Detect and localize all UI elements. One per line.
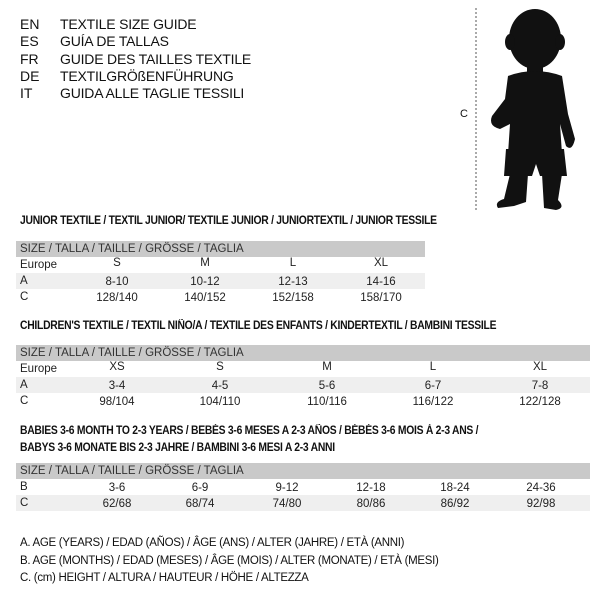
language-title: GUÍA DE TALLAS (60, 33, 169, 50)
table-cell: 12-18 (356, 482, 386, 494)
table-row: C 128/140 140/152 152/158 158/170 (16, 289, 425, 305)
table-row: Europe S M L XL (16, 257, 425, 273)
table-cell: 3-6 (108, 482, 126, 494)
row-label: C (20, 497, 29, 509)
legend-c: C. (cm) HEIGHT / ALTURA / HAUTEUR / HÖHE… (20, 572, 309, 584)
table-cell: 4-5 (211, 380, 229, 392)
table-cell: 110/116 (307, 396, 347, 408)
table-cell: S (216, 361, 224, 373)
babies-section-title-1: BABIES 3-6 MONTH TO 2-3 YEARS / BEBÉS 3-… (20, 425, 479, 437)
table-row: B 3-6 6-9 9-12 12-18 18-24 24-36 (16, 479, 590, 495)
table-cell: 74/80 (272, 498, 302, 510)
table-cell: XL (373, 257, 389, 269)
junior-size-header: SIZE / TALLA / TAILLE / GRÖSSE / TAGLIA (16, 241, 425, 257)
table-cell: 140/152 (184, 292, 226, 304)
junior-section-title: JUNIOR TEXTILE / TEXTIL JUNIOR/ TEXTILE … (20, 215, 437, 227)
table-cell: 8-10 (105, 276, 129, 288)
table-cell: 104/110 (199, 396, 241, 408)
table-cell: 80/86 (356, 498, 386, 510)
baby-silhouette-icon (475, 8, 575, 210)
table-cell: 14-16 (366, 276, 396, 288)
table-cell: 68/74 (185, 498, 215, 510)
table-cell: L (289, 257, 297, 269)
table-cell: 158/170 (360, 292, 402, 304)
table-cell: XL (532, 361, 548, 373)
table-cell: M (200, 257, 210, 269)
row-label: Europe (20, 259, 58, 271)
table-cell: 122/128 (519, 396, 561, 408)
language-code: ES (20, 33, 39, 50)
babies-size-header: SIZE / TALLA / TAILLE / GRÖSSE / TAGLIA (16, 463, 590, 479)
language-title: GUIDA ALLE TAGLIE TESSILI (60, 85, 245, 102)
table-cell: 9-12 (275, 482, 299, 494)
children-section-title: CHILDREN'S TEXTILE / TEXTIL NIÑO/A / TEX… (20, 320, 497, 332)
row-label: B (20, 481, 28, 493)
language-code: DE (20, 67, 40, 84)
children-size-header: SIZE / TALLA / TAILLE / GRÖSSE / TAGLIA (16, 345, 590, 361)
row-label: A (20, 379, 28, 391)
row-label: C (20, 395, 29, 407)
table-cell: 12-13 (278, 276, 308, 288)
table-cell: 92/98 (526, 498, 556, 510)
table-cell: XS (109, 361, 125, 373)
table-cell: L (429, 361, 437, 373)
language-title: TEXTILE SIZE GUIDE (60, 16, 197, 32)
table-cell: 18-24 (440, 482, 470, 494)
table-cell: 152/158 (272, 292, 314, 304)
row-label: Europe (20, 363, 58, 375)
table-cell: M (322, 361, 332, 373)
table-cell: 6-7 (424, 380, 442, 392)
table-cell: 3-4 (108, 380, 126, 392)
babies-section-title-2: BABYS 3-6 MONATE BIS 2-3 JAHRE / BAMBINI… (20, 442, 335, 454)
table-cell: S (113, 257, 121, 269)
legend-b: B. AGE (MONTHS) / EDAD (MESES) / ÂGE (MO… (20, 555, 439, 567)
legend-a: A. AGE (YEARS) / EDAD (AÑOS) / ÂGE (ANS)… (20, 537, 405, 549)
table-cell: 98/104 (99, 396, 135, 408)
row-label: C (20, 291, 29, 303)
language-code: IT (20, 85, 33, 102)
table-row: Europe XS S M L XL (16, 361, 590, 377)
language-title: TEXTILGRÖßENFÜHRUNG (60, 67, 234, 84)
table-row: C 62/68 68/74 74/80 80/86 86/92 92/98 (16, 495, 590, 511)
table-cell: 62/68 (102, 498, 132, 510)
table-cell: 7-8 (531, 380, 549, 392)
table-cell: 10-12 (190, 276, 220, 288)
figure-height-label: C (460, 108, 468, 120)
table-cell: 6-9 (191, 482, 209, 494)
language-code: EN (20, 16, 40, 32)
table-cell: 5-6 (318, 380, 336, 392)
table-cell: 86/92 (440, 498, 470, 510)
table-cell: 128/140 (96, 292, 138, 304)
table-row: C 98/104 104/110 110/116 116/122 122/128 (16, 393, 590, 409)
language-code: FR (20, 50, 39, 67)
row-label: A (20, 275, 28, 287)
language-title: GUIDE DES TAILLES TEXTILE (60, 50, 252, 67)
table-cell: 116/122 (412, 396, 454, 408)
table-row: A 8-10 10-12 12-13 14-16 (16, 273, 425, 289)
table-cell: 24-36 (526, 482, 556, 494)
table-row: A 3-4 4-5 5-6 6-7 7-8 (16, 377, 590, 393)
